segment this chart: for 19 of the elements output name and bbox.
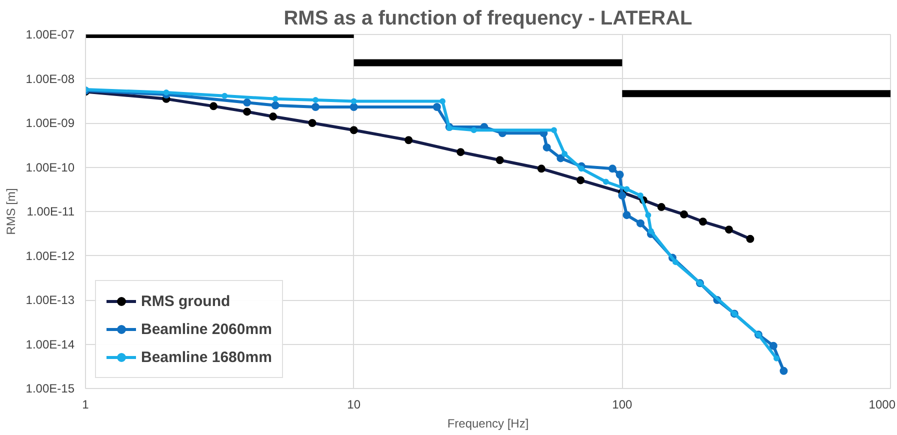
y-tick-label: 1.00E-09 bbox=[26, 116, 75, 130]
x-tick-label: 1 bbox=[82, 398, 90, 412]
y-tick-label: 1.00E-12 bbox=[26, 248, 75, 263]
chart-title: RMS as a function of frequency - LATERAL bbox=[284, 8, 692, 30]
y-axis-title: RMS [m] bbox=[4, 188, 18, 235]
x-tick-label: 10 bbox=[347, 398, 361, 412]
y-tick-label: 1.00E-15 bbox=[26, 382, 75, 396]
y-tick-label: 1.00E-13 bbox=[26, 293, 75, 307]
y-tick-label: 1.00E-08 bbox=[26, 72, 75, 86]
y-tick-label: 1.00E-10 bbox=[26, 160, 75, 174]
legend-label: RMS ground bbox=[141, 292, 230, 310]
y-tick-label: 1.00E-07 bbox=[26, 28, 75, 42]
legend-label: Beamline 1680mm bbox=[141, 348, 272, 366]
x-tick-label: 100 bbox=[612, 398, 633, 412]
y-tick-label: 1.00E-11 bbox=[26, 204, 75, 218]
x-axis-title: Frequency [Hz] bbox=[447, 416, 529, 430]
y-tick-label: 1.00E-14 bbox=[26, 337, 75, 352]
legend-label: Beamline 2060mm bbox=[141, 320, 272, 338]
x-tick-label: 1000 bbox=[868, 398, 896, 412]
